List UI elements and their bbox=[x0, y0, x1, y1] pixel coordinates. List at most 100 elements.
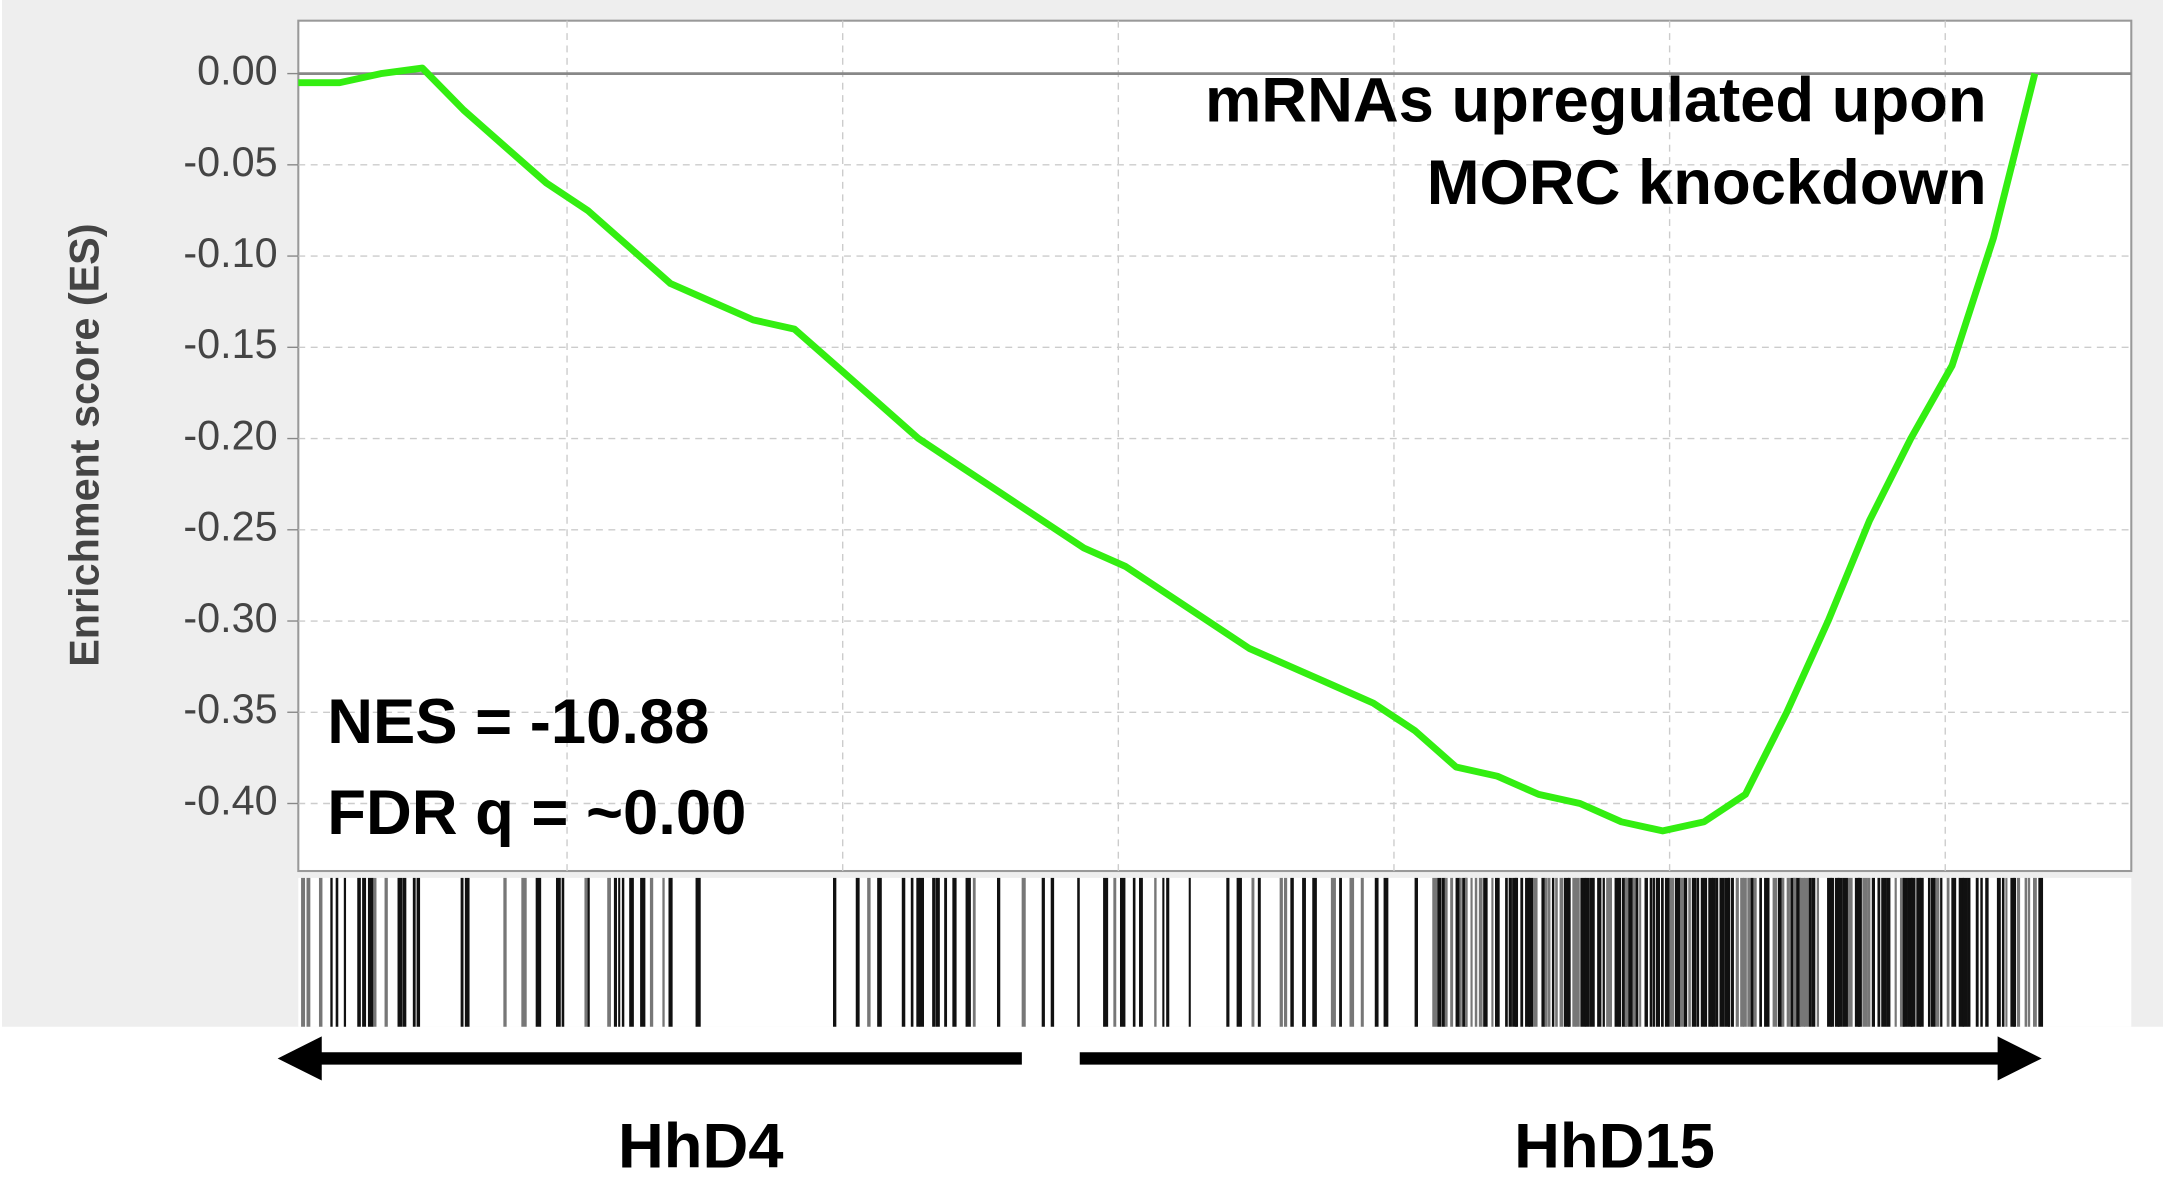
hit-line bbox=[1525, 877, 1530, 1027]
hit-line bbox=[1688, 877, 1691, 1027]
hit-line bbox=[910, 877, 914, 1027]
hit-line bbox=[1119, 877, 1126, 1027]
hit-line bbox=[1551, 877, 1555, 1027]
hit-line bbox=[607, 877, 611, 1027]
hit-line bbox=[1886, 877, 1891, 1027]
hit-line bbox=[2001, 877, 2005, 1027]
hit-line bbox=[1041, 877, 1045, 1027]
hit-line bbox=[1962, 877, 1968, 1027]
hit-line bbox=[2027, 877, 2031, 1027]
hit-line bbox=[1568, 877, 1571, 1027]
hit-line bbox=[343, 877, 347, 1027]
hit-line bbox=[1505, 877, 1508, 1027]
hit-line bbox=[1312, 877, 1317, 1027]
annotation: FDR q = ~0.00 bbox=[327, 778, 746, 848]
hit-line bbox=[1609, 877, 1613, 1027]
annotation: mRNAs upregulated upon bbox=[1205, 65, 1987, 135]
hit-line bbox=[1077, 877, 1080, 1027]
annotation: MORC knockdown bbox=[1427, 148, 1987, 218]
hit-line bbox=[1799, 877, 1805, 1027]
hit-line bbox=[1544, 877, 1548, 1027]
hit-line bbox=[402, 877, 407, 1027]
hit-line bbox=[1606, 877, 1612, 1027]
hit-line bbox=[1781, 877, 1785, 1027]
hit-line bbox=[1649, 877, 1653, 1027]
hit-line bbox=[1441, 877, 1446, 1027]
hit-line bbox=[2038, 877, 2044, 1027]
hit-line bbox=[1827, 877, 1832, 1027]
hit-line bbox=[916, 877, 921, 1027]
hit-line bbox=[561, 877, 565, 1027]
hit-line bbox=[503, 877, 507, 1027]
hit-line bbox=[1050, 877, 1055, 1027]
hit-line bbox=[1302, 877, 1306, 1027]
hit-line bbox=[1478, 877, 1483, 1027]
hit-line bbox=[464, 877, 470, 1027]
hit-line bbox=[1541, 877, 1546, 1027]
hit-line bbox=[1862, 877, 1868, 1027]
hit-line bbox=[1747, 877, 1752, 1027]
hit-line bbox=[318, 877, 323, 1027]
hit-line bbox=[2024, 877, 2028, 1027]
hit-line bbox=[1899, 877, 1905, 1027]
hit-line bbox=[1975, 877, 1979, 1027]
hit-line bbox=[919, 877, 925, 1027]
hit-line bbox=[1572, 877, 1577, 1027]
hit-line bbox=[1927, 877, 1931, 1027]
hit-line bbox=[1946, 877, 1950, 1027]
hit-line bbox=[1724, 877, 1730, 1027]
y-tick-label: -0.30 bbox=[183, 595, 277, 641]
hit-line bbox=[695, 877, 701, 1027]
hit-line bbox=[1639, 877, 1642, 1027]
hit-line bbox=[1624, 877, 1629, 1027]
hit-line bbox=[1996, 877, 2001, 1027]
hit-line bbox=[1730, 877, 1734, 1027]
hit-line bbox=[1796, 877, 1801, 1027]
y-tick-label: -0.15 bbox=[183, 321, 277, 367]
hit-line bbox=[555, 877, 561, 1027]
y-axis-label: Enrichment score (ES) bbox=[61, 224, 107, 667]
hit-line bbox=[1951, 877, 1957, 1027]
hit-line bbox=[944, 877, 948, 1027]
hit-line bbox=[668, 877, 673, 1027]
group-label: HhD15 bbox=[1514, 1112, 1715, 1182]
y-tick-label: -0.25 bbox=[183, 504, 277, 550]
hit-line bbox=[1383, 877, 1389, 1027]
hit-line bbox=[1251, 877, 1255, 1027]
hit-line bbox=[1935, 877, 1940, 1027]
hit-line bbox=[1464, 877, 1468, 1027]
hit-line bbox=[357, 877, 361, 1027]
hit-line bbox=[1967, 877, 1971, 1027]
hit-line bbox=[972, 877, 976, 1027]
hit-line bbox=[1132, 877, 1136, 1027]
hit-line bbox=[1842, 877, 1848, 1027]
hit-line bbox=[1166, 877, 1170, 1027]
hit-line bbox=[1674, 877, 1681, 1027]
hit-line bbox=[1847, 877, 1853, 1027]
hit-line bbox=[1339, 877, 1342, 1027]
hit-line bbox=[1414, 877, 1418, 1027]
hit-line bbox=[1691, 877, 1697, 1027]
hit-line bbox=[1644, 877, 1648, 1027]
hit-line bbox=[1790, 877, 1796, 1027]
hit-line bbox=[1669, 877, 1675, 1027]
hit-line bbox=[1188, 877, 1191, 1027]
hit-line bbox=[1902, 877, 1908, 1027]
y-tick-label: -0.20 bbox=[183, 412, 277, 458]
hit-line bbox=[412, 877, 416, 1027]
hit-line bbox=[613, 877, 617, 1027]
hit-line bbox=[1462, 877, 1468, 1027]
hit-line bbox=[1113, 877, 1117, 1027]
hit-line bbox=[965, 877, 971, 1027]
hit-line bbox=[1857, 877, 1862, 1027]
hit-line bbox=[629, 877, 634, 1027]
hit-line bbox=[1349, 877, 1355, 1027]
hit-line bbox=[1811, 877, 1816, 1027]
hit-line bbox=[1154, 877, 1157, 1027]
hit-line bbox=[1330, 877, 1336, 1027]
hit-line bbox=[1528, 877, 1534, 1027]
hit-line bbox=[1589, 877, 1595, 1027]
hit-line bbox=[1547, 877, 1551, 1027]
hit-line bbox=[621, 877, 625, 1027]
y-tick-label: -0.40 bbox=[183, 777, 277, 823]
